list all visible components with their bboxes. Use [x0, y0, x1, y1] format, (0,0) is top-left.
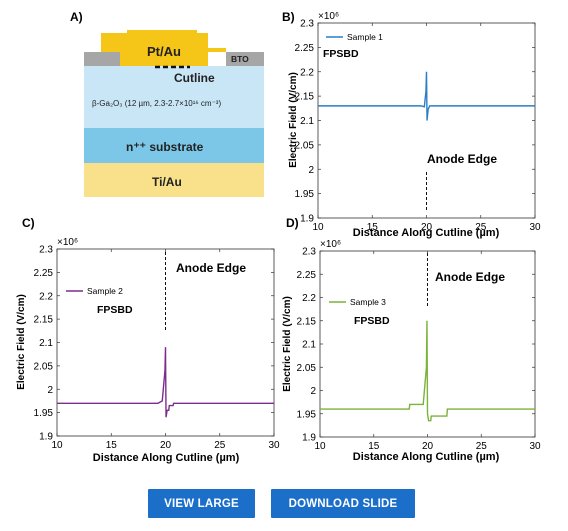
x-tick-label: 25 [476, 441, 488, 452]
x-tick-label: 15 [367, 222, 379, 233]
y-axis-label: Electric Field (V/cm) [16, 294, 27, 390]
y-tick-label: 2.05 [295, 140, 315, 151]
y-tick-label: 2.2 [300, 67, 314, 78]
view-large-button[interactable]: VIEW LARGE [148, 489, 255, 518]
y-tick-label: 2.1 [39, 338, 53, 349]
y-tick-label: 2.1 [300, 116, 314, 127]
x-tick-label: 30 [268, 440, 280, 451]
y-tick-label: 2.25 [295, 43, 315, 54]
y-tick-label: 2 [47, 385, 53, 396]
y-tick-label: 2.2 [302, 293, 316, 304]
x-tick-label: 10 [314, 441, 326, 452]
panel-label-b: B) [282, 10, 295, 24]
exponent-label: ×10⁶ [320, 239, 341, 250]
y-tick-label: 2.15 [34, 315, 54, 326]
x-tick-label: 20 [421, 222, 433, 233]
y-tick-label: 2 [310, 386, 316, 397]
download-slide-button[interactable]: DOWNLOAD SLIDE [271, 489, 415, 518]
legend-label: Sample 1 [347, 32, 383, 42]
x-tick-label: 10 [51, 440, 63, 451]
panel-label-c: C) [22, 216, 35, 230]
y-tick-label: 1.95 [295, 189, 315, 200]
y-tick-label: 1.9 [39, 432, 53, 443]
series-line [320, 320, 535, 422]
anode-edge-label: Anode Edge [176, 261, 246, 275]
x-axis-label: Distance Along Cutline (µm) [353, 451, 500, 463]
exponent-label: ×10⁶ [57, 237, 78, 248]
panel-label-d: D) [286, 216, 299, 230]
y-tick-label: 1.95 [297, 409, 317, 420]
legend-box [62, 283, 144, 299]
x-tick-label: 10 [312, 222, 324, 233]
y-tick-label: 2.15 [295, 92, 315, 103]
exponent-label: ×10⁶ [318, 11, 339, 22]
x-tick-label: 30 [529, 222, 541, 233]
x-tick-label: 25 [475, 222, 487, 233]
x-tick-label: 25 [214, 440, 226, 451]
x-axis-label: Distance Along Cutline (µm) [353, 227, 500, 239]
y-tick-label: 2.25 [34, 268, 54, 279]
x-tick-label: 30 [529, 441, 541, 452]
y-tick-label: 2.05 [34, 361, 54, 372]
x-tick-label: 15 [106, 440, 118, 451]
x-axis-label: Distance Along Cutline (µm) [93, 452, 240, 464]
series-line [57, 347, 274, 418]
y-tick-label: 1.9 [300, 214, 314, 225]
panel-label-a: A) [70, 10, 83, 24]
anode-edge-label: Anode Edge [427, 152, 497, 166]
fpsbd-label: FPSBD [323, 48, 359, 60]
y-tick-label: 1.9 [302, 433, 316, 444]
legend-label: Sample 3 [350, 297, 386, 307]
fpsbd-label: FPSBD [97, 304, 133, 316]
y-tick-label: 2.25 [297, 270, 317, 281]
y-tick-label: 2.2 [39, 291, 53, 302]
x-tick-label: 20 [160, 440, 172, 451]
series-line [318, 71, 535, 121]
fpsbd-label: FPSBD [354, 315, 390, 327]
y-tick-label: 2 [308, 165, 314, 176]
y-axis-label: Electric Field (V/cm) [282, 296, 293, 392]
y-tick-label: 2.05 [297, 363, 317, 374]
y-axis-label: Electric Field (V/cm) [288, 72, 299, 168]
x-tick-label: 20 [422, 441, 434, 452]
legend-box [325, 294, 413, 310]
legend-label: Sample 2 [87, 286, 123, 296]
x-tick-label: 15 [368, 441, 380, 452]
y-tick-label: 2.3 [302, 247, 316, 258]
y-tick-label: 2.3 [39, 245, 53, 256]
anode-edge-label: Anode Edge [435, 270, 505, 284]
y-tick-label: 2.3 [300, 19, 314, 30]
y-tick-label: 2.1 [302, 340, 316, 351]
legend-box [322, 29, 406, 45]
y-tick-label: 1.95 [34, 408, 54, 419]
y-tick-label: 2.15 [297, 316, 317, 327]
